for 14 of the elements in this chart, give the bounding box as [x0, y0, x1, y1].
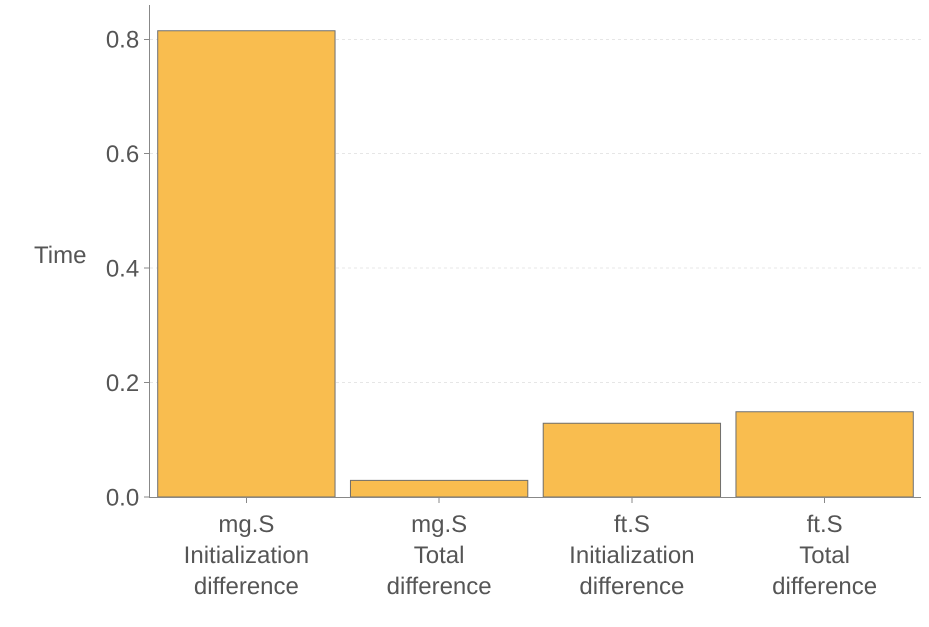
- x-tick-label: ft.S Total difference: [772, 510, 878, 600]
- x-tick-label: ft.S Initialization difference: [569, 510, 695, 600]
- x-tick-label: mg.S Initialization difference: [184, 510, 310, 600]
- bar: [350, 480, 528, 497]
- bar: [542, 422, 722, 497]
- bar: [735, 411, 914, 497]
- y-tick-label: 0.0: [106, 484, 140, 512]
- y-tick-label: 0.4: [106, 256, 140, 283]
- y-axis-title: Time: [34, 242, 86, 269]
- y-tick-label: 0.8: [106, 26, 140, 54]
- y-tick-label: 0.2: [106, 370, 140, 397]
- x-tick-label: mg.S Total difference: [386, 510, 492, 600]
- y-tick-label: 0.6: [106, 141, 140, 168]
- bar: [157, 30, 336, 497]
